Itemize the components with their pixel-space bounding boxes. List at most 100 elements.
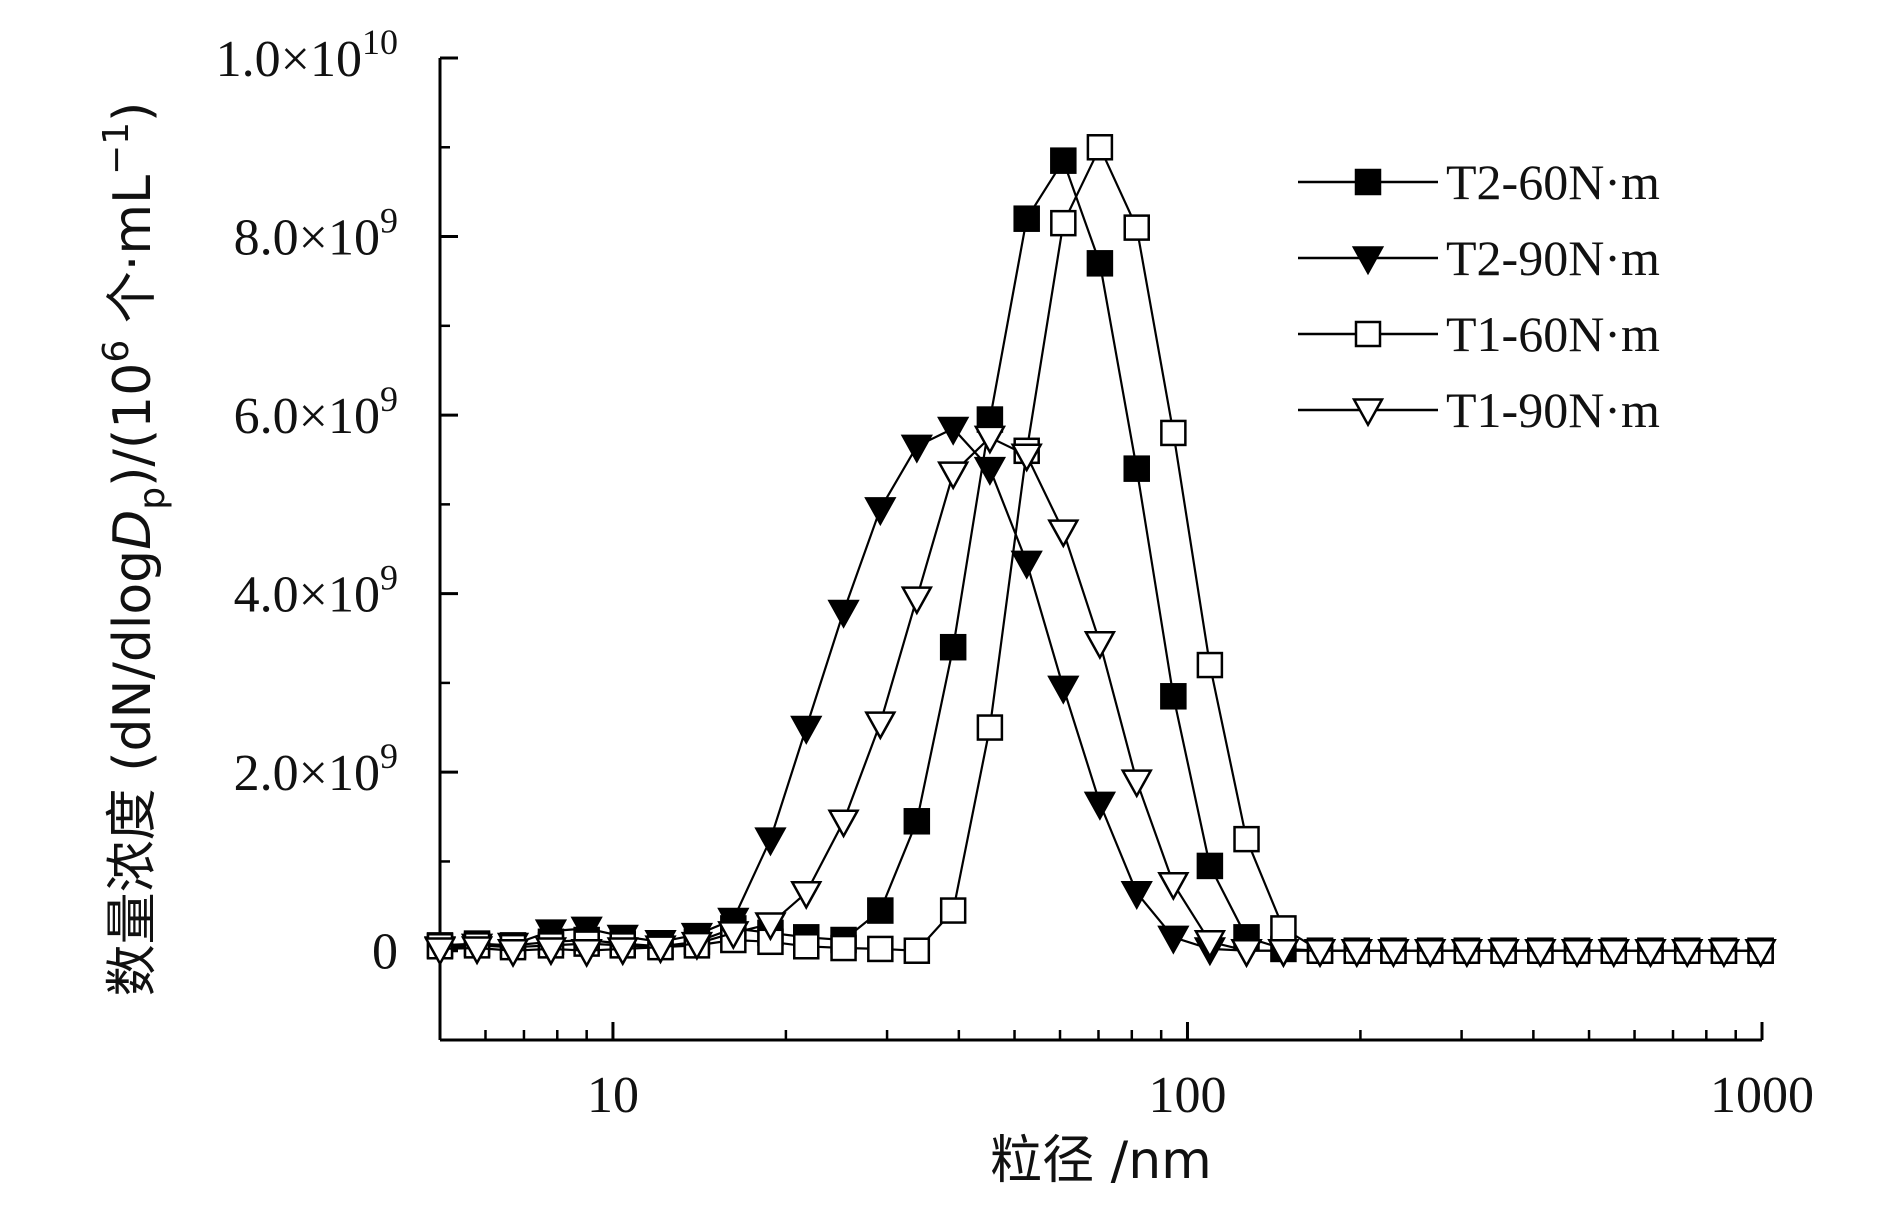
data-point — [1230, 938, 1263, 969]
data-point — [1377, 938, 1410, 969]
data-point — [1047, 519, 1080, 549]
data-point — [976, 714, 1004, 741]
data-point — [1013, 205, 1040, 232]
data-point — [1157, 925, 1190, 955]
data-point — [973, 425, 1007, 455]
legend-marker — [1354, 168, 1382, 196]
data-point — [1050, 209, 1077, 237]
series-layer — [423, 134, 1777, 969]
legend-marker — [1351, 246, 1385, 276]
data-point — [496, 938, 530, 969]
data-point — [534, 937, 568, 967]
data-point — [1083, 791, 1117, 821]
data-point — [827, 809, 860, 839]
data-point — [790, 880, 823, 910]
data-point — [1047, 675, 1080, 705]
data-point — [1414, 938, 1447, 969]
legend-marker — [1354, 320, 1382, 348]
data-point — [939, 897, 967, 924]
x-tick-label: 100 — [1148, 1067, 1226, 1124]
data-point — [867, 897, 894, 924]
y-tick-label: 8.0×109 — [234, 201, 398, 267]
series-line — [439, 436, 1761, 952]
data-point — [1560, 938, 1594, 969]
data-point — [900, 586, 933, 616]
axes: 0 2.0×109 4.0×109 6.0×109 8.0×109 1.0×1010 10 1… — [216, 22, 1814, 1124]
data-point — [680, 931, 714, 961]
y-tick-label: 1.0×1010 — [216, 22, 398, 88]
data-point — [644, 935, 677, 965]
data-point — [1707, 938, 1741, 969]
data-point — [1157, 872, 1190, 902]
data-point — [1120, 880, 1153, 910]
legend-item: T1-60N·m — [1298, 306, 1660, 362]
data-point — [423, 937, 457, 967]
legend: T2-60N·m T2-90N·m T1-60N·m T1-90N·m — [1298, 154, 1660, 438]
series-line — [439, 427, 1761, 952]
data-point — [717, 921, 750, 951]
data-point — [1123, 214, 1150, 241]
legend-marker — [1351, 398, 1385, 428]
data-point — [1671, 938, 1704, 969]
data-point — [793, 933, 820, 960]
data-point — [864, 711, 897, 741]
data-point — [1196, 852, 1224, 880]
data-point — [1083, 630, 1117, 661]
data-point — [937, 416, 970, 446]
data-point — [1303, 938, 1337, 969]
data-point — [1270, 915, 1297, 942]
data-point — [1086, 134, 1114, 161]
data-point — [460, 936, 494, 966]
data-point — [754, 912, 787, 942]
data-point — [973, 456, 1007, 486]
legend-label: T2-90N·m — [1446, 230, 1660, 286]
data-point — [1120, 769, 1153, 799]
data-point — [1196, 651, 1224, 679]
data-point — [939, 633, 967, 661]
data-point — [1233, 825, 1260, 853]
x-axis-title: 粒径 /nm — [990, 1131, 1212, 1191]
data-point — [1487, 938, 1520, 969]
data-point — [1634, 938, 1667, 969]
legend-label: T1-90N·m — [1446, 382, 1660, 438]
legend-label: T2-60N·m — [1446, 154, 1660, 210]
y-tick-label: 4.0×109 — [234, 558, 398, 624]
data-point — [1123, 455, 1150, 482]
data-point — [1597, 938, 1630, 969]
legend-item: T1-90N·m — [1298, 382, 1660, 438]
data-point — [1010, 443, 1043, 473]
series-1 — [423, 416, 1777, 969]
data-point — [1193, 930, 1227, 960]
data-point — [606, 937, 639, 967]
y-tick-label: 6.0×109 — [234, 379, 398, 445]
x-tick-label: 10 — [587, 1067, 639, 1124]
x-tick-label: 1000 — [1710, 1067, 1814, 1124]
data-point — [1524, 938, 1557, 969]
data-point — [900, 434, 933, 464]
data-point — [903, 808, 931, 835]
y-axis-title: 数量浓度 (dN/dlogDp)/(106 个·mL−1) — [96, 102, 173, 997]
data-point — [570, 938, 603, 969]
data-point — [1267, 938, 1300, 969]
y-tick-label: 2.0×109 — [234, 736, 398, 802]
data-point — [1744, 938, 1777, 969]
legend-item: T2-90N·m — [1298, 230, 1660, 286]
y-tick-label: 0 — [372, 924, 398, 981]
data-point — [867, 935, 894, 963]
data-point — [937, 461, 970, 491]
data-point — [1086, 250, 1114, 277]
legend-item: T2-60N·m — [1298, 154, 1660, 210]
data-point — [1160, 419, 1187, 447]
data-point — [1050, 147, 1077, 174]
data-point — [903, 937, 931, 964]
data-point — [864, 497, 897, 527]
data-point — [1010, 550, 1043, 580]
data-point — [754, 827, 787, 857]
data-point — [830, 934, 857, 962]
series-3 — [423, 425, 1777, 969]
data-point — [790, 715, 823, 745]
data-point — [1450, 938, 1483, 969]
data-point — [1160, 683, 1187, 710]
